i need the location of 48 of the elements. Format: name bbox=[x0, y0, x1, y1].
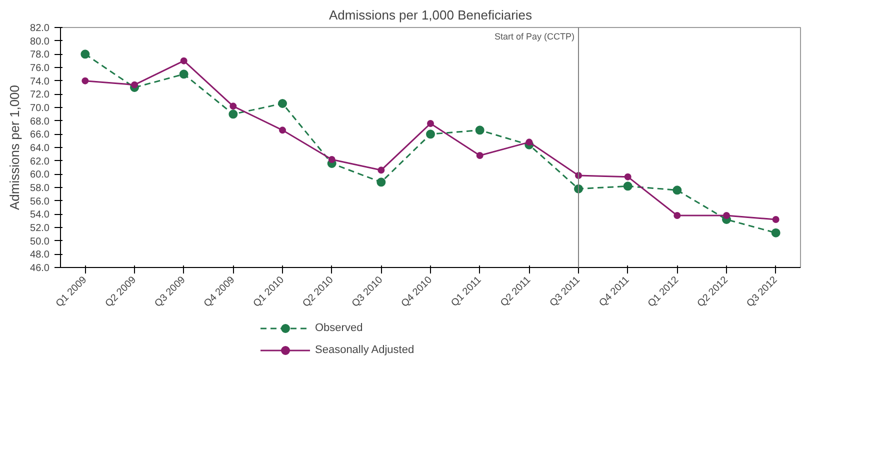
point bbox=[772, 216, 780, 223]
y-tick-label: 52.0 bbox=[30, 223, 50, 234]
y-tick-label: 46.0 bbox=[30, 263, 50, 274]
point bbox=[228, 110, 238, 119]
point bbox=[180, 57, 188, 64]
point bbox=[80, 50, 90, 59]
y-tick-label: 68.0 bbox=[30, 116, 50, 128]
point bbox=[427, 120, 434, 127]
y-tick-label: 62.0 bbox=[30, 156, 50, 168]
point bbox=[376, 178, 386, 187]
y-axis-title: Admissions per 1,000 bbox=[7, 84, 22, 210]
point bbox=[624, 173, 632, 180]
point bbox=[279, 126, 286, 134]
y-tick-label: 76.0 bbox=[30, 63, 50, 74]
y-tick-label: 58.0 bbox=[30, 183, 50, 194]
ref-line-label: Start of Pay (CCTP) bbox=[494, 32, 575, 42]
point bbox=[674, 212, 681, 219]
y-tick-label: 72.0 bbox=[30, 90, 50, 101]
y-tick-label: 50.0 bbox=[30, 236, 50, 248]
point bbox=[278, 99, 287, 108]
y-tick-label: 60.0 bbox=[30, 170, 50, 181]
legend-label: Seasonally Adjusted bbox=[315, 344, 414, 356]
point bbox=[476, 152, 484, 159]
y-tick-label: 64.0 bbox=[30, 143, 50, 154]
y-tick-label: 66.0 bbox=[30, 130, 50, 141]
point bbox=[526, 138, 533, 146]
y-tick-label: 80.0 bbox=[30, 36, 50, 48]
chart-title: Admissions per 1,000 Beneficiaries bbox=[328, 8, 533, 22]
point bbox=[623, 182, 632, 191]
y-tick-label: 78.0 bbox=[30, 50, 50, 61]
y-tick-label: 54.0 bbox=[30, 210, 50, 221]
y-tick-label: 48.0 bbox=[30, 250, 50, 261]
y-tick-label: 82.0 bbox=[30, 23, 50, 34]
point bbox=[378, 166, 385, 174]
point bbox=[179, 70, 188, 79]
point bbox=[426, 130, 435, 139]
y-tick-label: 70.0 bbox=[30, 103, 50, 114]
point bbox=[131, 81, 138, 88]
point bbox=[771, 228, 780, 238]
y-tick-label: 74.0 bbox=[30, 76, 50, 88]
point bbox=[672, 186, 682, 195]
legend-label: Observed bbox=[315, 322, 363, 334]
point bbox=[723, 212, 730, 219]
point bbox=[230, 102, 237, 110]
point bbox=[82, 77, 89, 84]
point bbox=[475, 126, 484, 135]
point bbox=[328, 156, 336, 163]
y-tick-label: 56.0 bbox=[30, 196, 50, 208]
